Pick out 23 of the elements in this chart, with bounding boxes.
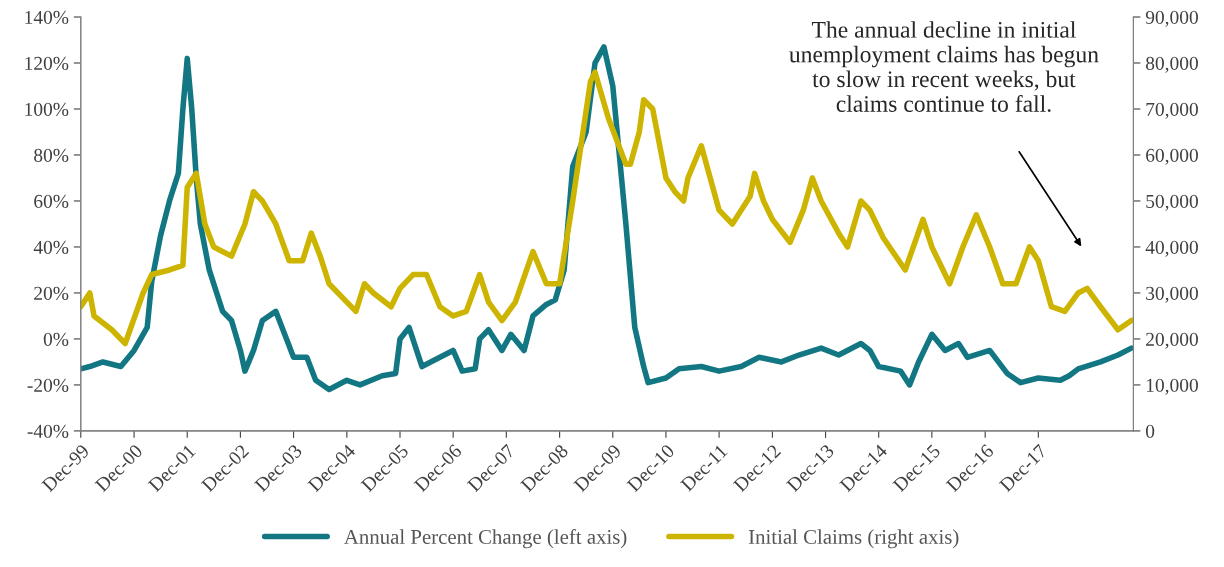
y2-tick-label: 10,000 xyxy=(1146,378,1198,395)
legend-label: Annual Percent Change (left axis) xyxy=(344,529,627,549)
y2-tick-label: 70,000 xyxy=(1146,102,1198,119)
legend-label: Initial Claims (right axis) xyxy=(748,529,959,549)
y-tick-label: -40% xyxy=(27,424,69,438)
y-tick-label: 40% xyxy=(33,240,69,254)
y2-tick-label: 40,000 xyxy=(1145,240,1198,257)
y-tick-label: 0% xyxy=(43,332,69,346)
y2-tick-label: 90,000 xyxy=(1145,10,1198,27)
y2-tick-label: 20,000 xyxy=(1146,332,1198,349)
y2-tick-label: 50,000 xyxy=(1146,194,1198,211)
y-tick-label: -20% xyxy=(27,378,69,392)
y-tick-label: 60% xyxy=(34,194,69,208)
y2-tick-label: 80,000 xyxy=(1145,56,1198,73)
y-tick-label: 140% xyxy=(25,10,69,25)
y2-tick-label: 30,000 xyxy=(1146,286,1198,303)
y-tick-label: 80% xyxy=(34,148,69,162)
y-tick-label: 100% xyxy=(25,102,69,116)
annotation: The annual decline in initial unemployment claims has begun to slow in recent weeks, but claims continue to fall. xyxy=(789,21,1099,112)
y-tick-label: 20% xyxy=(34,286,69,300)
y2-tick-label: 0 xyxy=(1145,424,1155,438)
y-tick-label: 120% xyxy=(25,56,69,70)
y2-tick-label: 60,000 xyxy=(1146,148,1198,165)
